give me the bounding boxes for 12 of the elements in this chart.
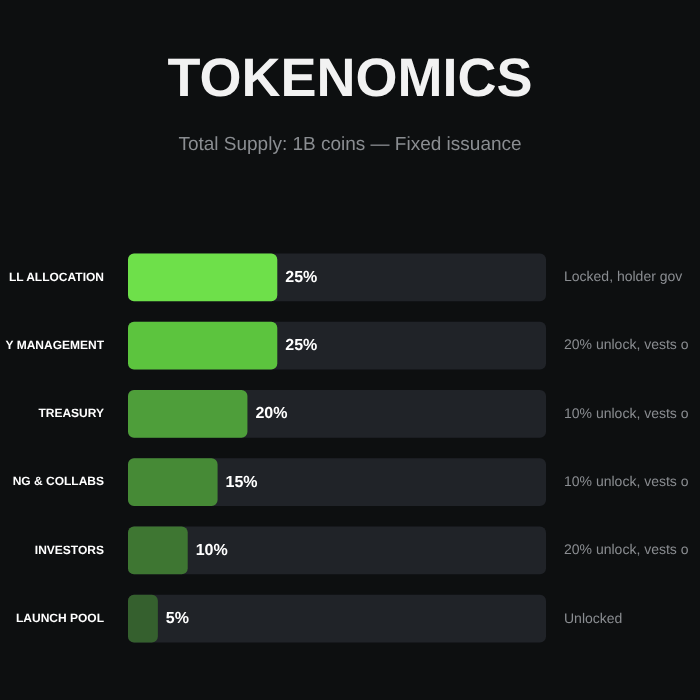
chart-subtitle: Total Supply: 1B coins — Fixed issuance [176, 134, 524, 156]
data-label: 25% [285, 336, 318, 355]
bar [128, 594, 158, 643]
data-label: 10% [195, 540, 228, 559]
data-label: 20% [255, 404, 288, 423]
data-label: 5% [165, 609, 189, 628]
chart-title: TOKENOMICS [165, 48, 535, 110]
data-label: 25% [285, 267, 318, 286]
bar [128, 389, 248, 438]
bar [128, 526, 188, 575]
bar [128, 458, 218, 507]
data-label: 15% [225, 472, 258, 491]
